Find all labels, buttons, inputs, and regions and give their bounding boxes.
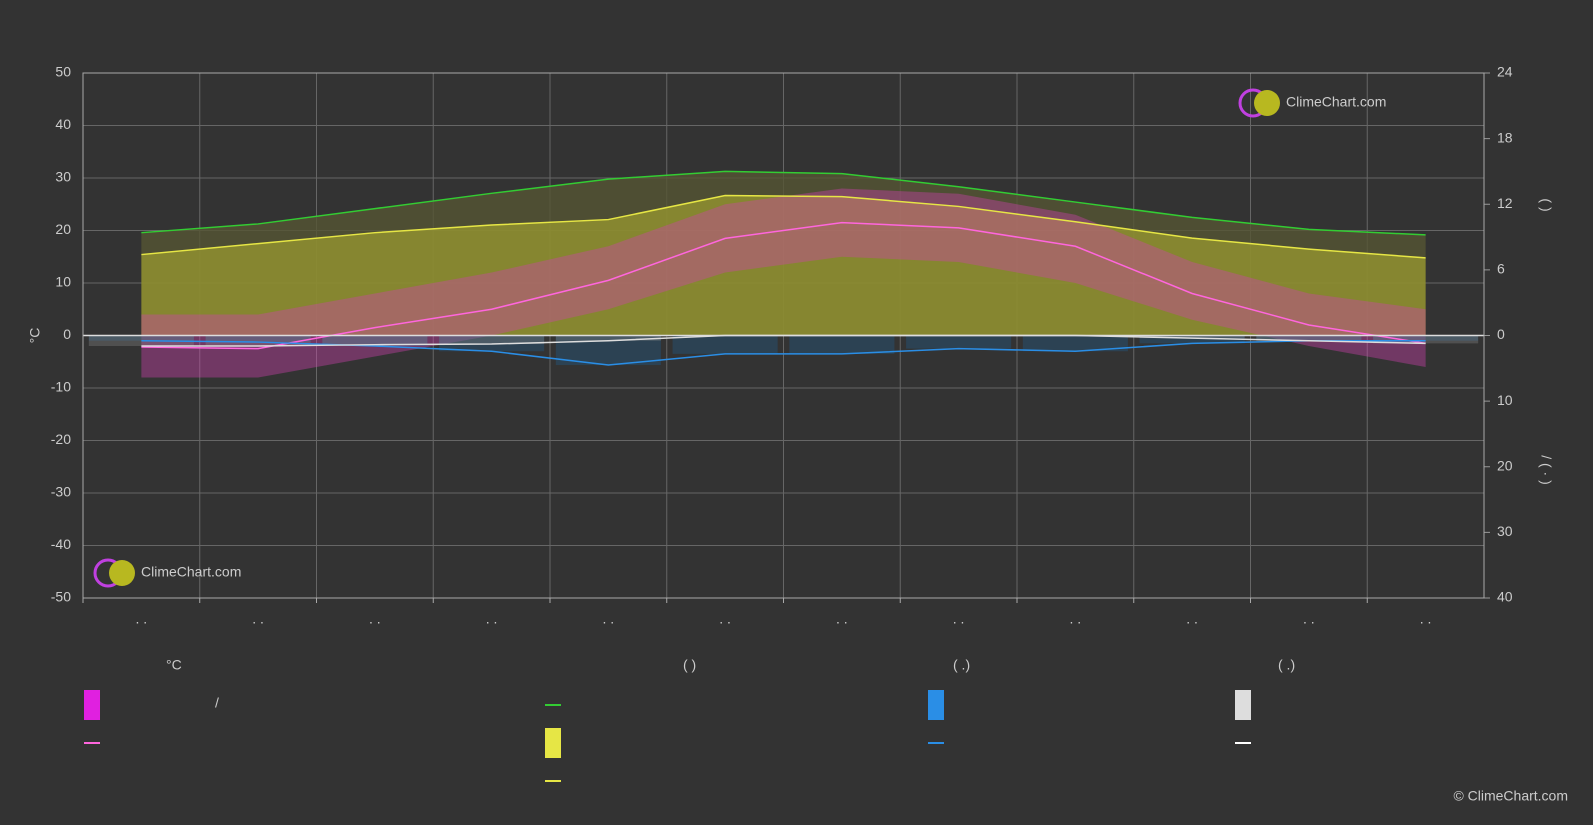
y3-axis-label: / ( · ) xyxy=(1538,455,1554,485)
day-length-line xyxy=(141,170,1426,236)
rain-bar xyxy=(88,335,194,341)
sunshine-line xyxy=(141,194,1426,259)
y-tick-label: -20 xyxy=(51,431,71,447)
y-tick-label: 30 xyxy=(55,169,71,185)
y2-tick-label: 0 xyxy=(1497,326,1505,342)
legend-swatch xyxy=(928,690,944,720)
x-tick-label: . . xyxy=(136,611,148,627)
x-tick-label: . . xyxy=(369,611,381,627)
y3-tick-label: 10 xyxy=(1497,392,1513,408)
snow-bar xyxy=(322,335,428,345)
x-tick-label: . . xyxy=(1070,611,1082,627)
copyright: © ClimeChart.com xyxy=(1453,788,1568,804)
x-tick-label: . . xyxy=(603,611,615,627)
temp-range-area xyxy=(141,188,1426,378)
x-tick-label: . . xyxy=(1303,611,1315,627)
y-tick-label: 20 xyxy=(55,221,71,237)
snow-bar xyxy=(1373,335,1479,344)
rain-bar xyxy=(1022,335,1128,352)
y-tick-label: 50 xyxy=(55,64,71,80)
x-tick-label: . . xyxy=(836,611,848,627)
x-tick-label: . . xyxy=(1420,611,1432,627)
x-tick-label: . . xyxy=(486,611,498,627)
x-tick-label: . . xyxy=(953,611,965,627)
y2-tick-label: 24 xyxy=(1497,64,1513,80)
logo-sun xyxy=(1254,90,1280,116)
temp-mean-line xyxy=(141,221,1426,350)
snow-bar xyxy=(1256,335,1362,341)
legend-text: ( ) xyxy=(683,657,696,673)
x-tick-label: . . xyxy=(1186,611,1198,627)
rain-bar xyxy=(906,335,1012,349)
rain-bar xyxy=(1373,335,1479,341)
rain-bar xyxy=(205,335,311,343)
y-tick-label: -40 xyxy=(51,536,71,552)
x-tick-label: . . xyxy=(719,611,731,627)
legend-text: ( .) xyxy=(1278,657,1295,673)
rain-bar xyxy=(322,335,428,346)
y-tick-label: -50 xyxy=(51,589,71,605)
y2-tick-label: 6 xyxy=(1497,261,1505,277)
y-tick-label: 10 xyxy=(55,274,71,290)
y3-tick-label: 40 xyxy=(1497,589,1513,605)
y2-tick-label: 18 xyxy=(1497,129,1513,145)
snow-bar xyxy=(555,335,661,341)
logo-text: ClimeChart.com xyxy=(141,564,241,580)
snow-bar xyxy=(205,335,311,346)
y-tick-label: 40 xyxy=(55,116,71,132)
y2-axis-label: ( ) xyxy=(1538,198,1554,211)
legend-swatch xyxy=(545,728,561,758)
y-tick-label: 0 xyxy=(63,326,71,342)
y3-tick-label: 30 xyxy=(1497,523,1513,539)
rain-bar xyxy=(1256,335,1362,341)
legend-text: / xyxy=(215,695,219,711)
x-tick-label: . . xyxy=(252,611,264,627)
snow-bar xyxy=(439,335,545,345)
logo-sun xyxy=(109,560,135,586)
y-tick-label: -10 xyxy=(51,379,71,395)
legend-swatch xyxy=(84,690,100,720)
rain-bar xyxy=(789,335,895,354)
sunshine-area xyxy=(141,195,1426,336)
y3-tick-label: 20 xyxy=(1497,457,1513,473)
legend-text: °C xyxy=(166,657,182,673)
y2-tick-label: 12 xyxy=(1497,195,1513,211)
legend-swatch xyxy=(1235,690,1251,720)
rain-bar xyxy=(672,335,778,354)
y-axis-label: °C xyxy=(27,328,43,344)
y-tick-label: -30 xyxy=(51,484,71,500)
logo-text: ClimeChart.com xyxy=(1286,94,1386,110)
snow-bar xyxy=(1139,335,1245,339)
rain-bar xyxy=(1139,335,1245,344)
legend-text: ( .) xyxy=(953,657,970,673)
